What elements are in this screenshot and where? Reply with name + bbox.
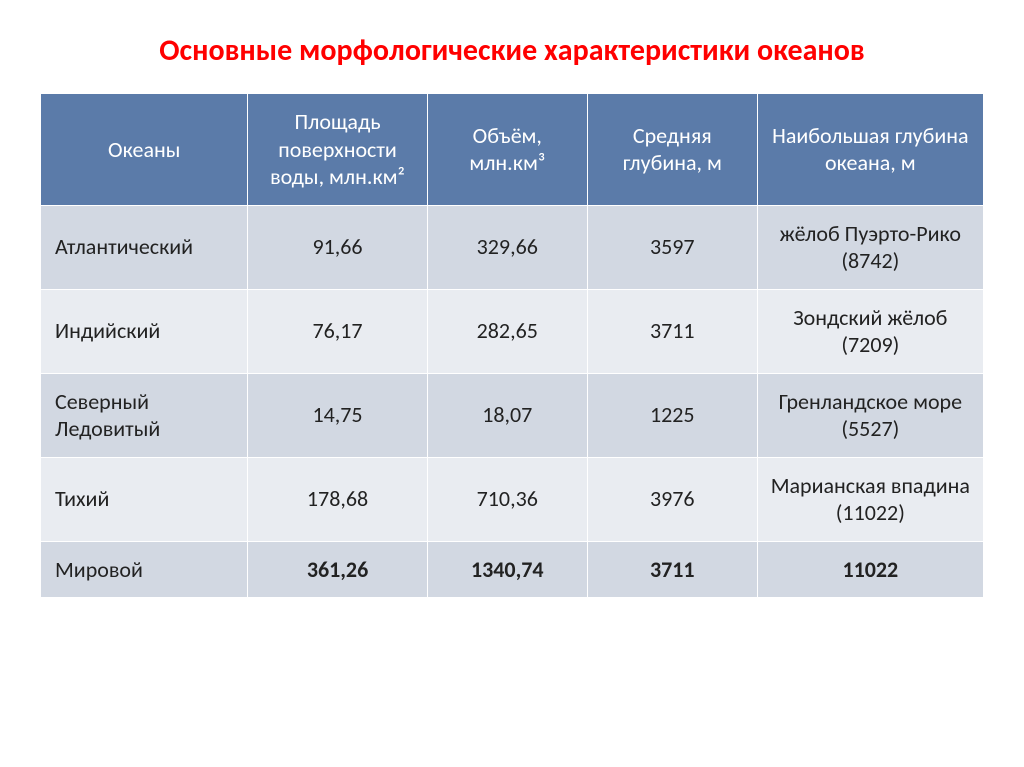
cell-name: Мировой <box>41 541 248 598</box>
cell-avg-depth: 3976 <box>587 457 757 541</box>
cell-avg-depth: 3711 <box>587 541 757 598</box>
cell-area: 91,66 <box>248 205 427 289</box>
cell-max-depth: жёлоб Пуэрто-Рико (8742) <box>757 205 983 289</box>
cell-volume: 329,66 <box>427 205 587 289</box>
cell-volume: 18,07 <box>427 373 587 457</box>
cell-area: 361,26 <box>248 541 427 598</box>
cell-name: Индийский <box>41 289 248 373</box>
cell-name: Атлантический <box>41 205 248 289</box>
table-row: Индийский 76,17 282,65 3711 Зондский жёл… <box>41 289 984 373</box>
cell-name: Северный Ледовитый <box>41 373 248 457</box>
table-row: Атлантический 91,66 329,66 3597 жёлоб Пу… <box>41 205 984 289</box>
cell-area: 76,17 <box>248 289 427 373</box>
page-title: Основные морфологические характеристики … <box>40 32 984 69</box>
cell-avg-depth: 1225 <box>587 373 757 457</box>
cell-max-depth: Марианская впадина (11022) <box>757 457 983 541</box>
cell-area: 178,68 <box>248 457 427 541</box>
cell-avg-depth: 3711 <box>587 289 757 373</box>
col-header-volume: Объём, млн.км³ <box>427 94 587 206</box>
cell-volume: 1340,74 <box>427 541 587 598</box>
cell-avg-depth: 3597 <box>587 205 757 289</box>
cell-max-depth: Зондский жёлоб (7209) <box>757 289 983 373</box>
col-header-avg-depth: Средняя глубина, м <box>587 94 757 206</box>
cell-name: Тихий <box>41 457 248 541</box>
col-header-oceans: Океаны <box>41 94 248 206</box>
table-row: Тихий 178,68 710,36 3976 Марианская впад… <box>41 457 984 541</box>
table-header-row: Океаны Площадь поверхности воды, млн.км²… <box>41 94 984 206</box>
ocean-table: Океаны Площадь поверхности воды, млн.км²… <box>40 93 984 598</box>
table-row: Северный Ледовитый 14,75 18,07 1225 Грен… <box>41 373 984 457</box>
cell-area: 14,75 <box>248 373 427 457</box>
table-row-total: Мировой 361,26 1340,74 3711 11022 <box>41 541 984 598</box>
col-header-area: Площадь поверхности воды, млн.км² <box>248 94 427 206</box>
col-header-max-depth: Наибольшая глубина океана, м <box>757 94 983 206</box>
cell-max-depth: 11022 <box>757 541 983 598</box>
cell-volume: 282,65 <box>427 289 587 373</box>
cell-max-depth: Гренландское море (5527) <box>757 373 983 457</box>
cell-volume: 710,36 <box>427 457 587 541</box>
